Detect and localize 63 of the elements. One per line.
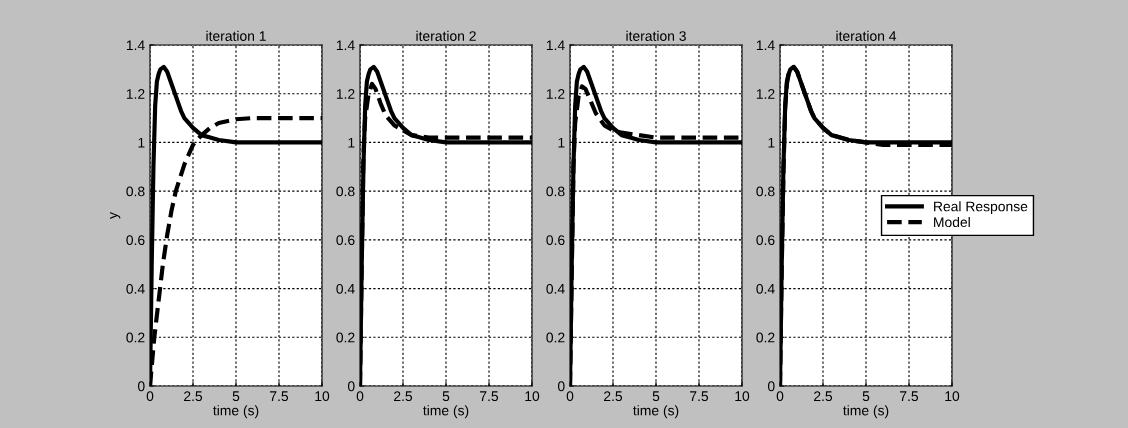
y-tick-label: 0 [137,381,145,392]
x-tick-label: 5 [652,391,660,402]
x-tick-label: 2.5 [814,391,833,402]
x-tick-label: 5 [862,391,870,402]
x-tick-label: 7.5 [270,391,289,402]
y-tick-label: 1 [558,137,565,148]
chart-title: iteration 2 [416,30,476,41]
legend-label: Real Response [934,201,1028,215]
y-tick-label: 1.4 [756,40,775,51]
x-tick-label: 7.5 [690,391,709,402]
y-tick-label: 0.8 [546,186,565,197]
y-tick-label: 1.2 [546,89,565,99]
y-tick-label: 1.4 [546,40,565,51]
y-tick-label: 0.2 [546,332,565,343]
y-tick-label: 0.6 [756,235,775,246]
y-tick-label: 0.2 [756,332,775,343]
x-tick-label: 5 [442,391,450,402]
x-tick-label: 2.5 [604,391,623,402]
y-tick-label: 0.6 [336,235,355,246]
chart-title: iteration 4 [836,30,897,41]
y-tick-label: 0.6 [546,235,565,246]
x-tick-label: 2.5 [394,391,413,402]
y-tick-label: 0 [767,381,775,392]
x-tick-label: 10 [945,391,960,402]
chart-title: iteration 1 [206,30,266,41]
y-tick-label: 1 [768,137,775,148]
x-tick-label: 10 [735,391,750,402]
y-tick-label: 0 [347,381,355,392]
y-tick-label: 1 [348,137,355,148]
y-tick-label: 1.4 [126,40,145,51]
x-tick-label: 2.5 [184,391,203,402]
x-tick-label: 0 [776,391,784,402]
y-tick-label: 0 [557,381,565,392]
y-tick-label: 0.2 [126,332,145,343]
x-tick-label: 7.5 [480,391,499,402]
x-tick-label: 0 [566,391,574,402]
y-tick-label: 0.4 [546,283,565,294]
y-tick-label: 1.2 [336,89,355,99]
legend-label: Model [934,216,970,228]
y-tick-label: 0.8 [756,186,775,197]
y-tick-label: 0.8 [336,186,355,197]
x-tick-label: 0 [356,391,364,402]
y-tick-label: 0.2 [336,332,355,343]
y-tick-label: 1.2 [756,89,775,99]
y-tick-label: 1.2 [126,89,145,99]
y-tick-label: 1.4 [336,40,355,51]
y-tick-label: 0.4 [126,283,145,294]
y-tick-label: 1 [138,137,145,148]
x-tick-label: 10 [525,391,540,402]
x-axis-title: time (s) [423,405,469,419]
x-tick-label: 5 [232,391,240,402]
x-tick-label: 10 [315,391,330,402]
x-axis-title: time (s) [843,405,889,419]
y-axis-title: y [110,212,121,219]
y-tick-label: 0.6 [126,235,145,246]
y-tick-label: 0.8 [126,186,145,197]
x-tick-label: 7.5 [900,391,919,402]
x-tick-label: 0 [146,391,154,402]
chart-title: iteration 3 [626,30,686,41]
y-tick-label: 0.4 [336,283,355,294]
y-tick-label: 0.4 [756,283,775,294]
x-axis-title: time (s) [213,405,259,419]
x-axis-title: time (s) [633,405,679,419]
